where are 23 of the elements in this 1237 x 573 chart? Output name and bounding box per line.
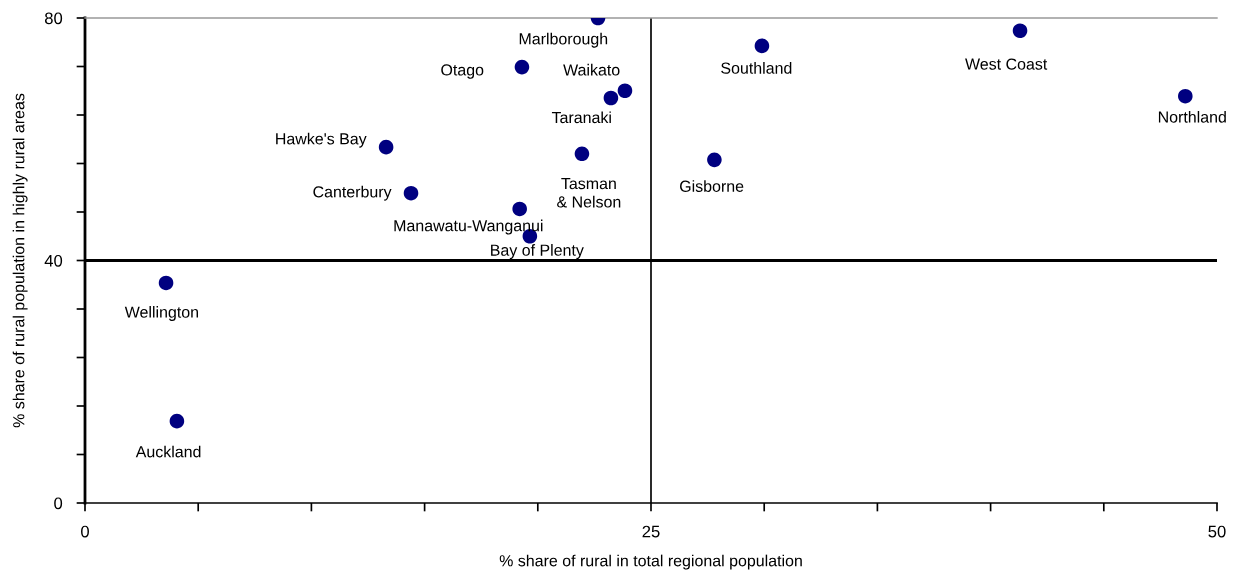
- annotation: Auckland: [135, 445, 201, 458]
- x-axis-title: % share of rural in total regional population: [499, 554, 802, 570]
- annotation: Wellington: [124, 306, 198, 321]
- annotation: Marlborough: [519, 32, 608, 48]
- annotation: West Coast: [965, 58, 1048, 70]
- annotation: Manawatu-Wanganui: [394, 219, 543, 235]
- y-axis-title: % share of rural population in highly rural areas: [12, 93, 28, 428]
- annotation: Tasman & Nelson: [557, 178, 621, 208]
- annotation: Southland: [721, 62, 792, 74]
- annotation: Hawke's Bay: [276, 132, 367, 148]
- annotation: Bay of Plenty: [491, 244, 584, 259]
- y-tick-label: 80: [44, 12, 63, 25]
- annotation: Waikato: [563, 63, 620, 76]
- annotation: Otago: [441, 64, 484, 79]
- y-tick-label: 0: [54, 497, 63, 510]
- annotation: Gisborne: [680, 180, 744, 192]
- x-tick-label: 50: [1208, 525, 1226, 538]
- x-tick-label: 25: [642, 525, 660, 538]
- annotation: Taranaki: [551, 111, 611, 124]
- x-tick-label: 0: [81, 525, 89, 538]
- annotation: Canterbury: [313, 185, 392, 201]
- annotation: Northland: [1158, 110, 1226, 123]
- y-tick-label: 40: [44, 254, 63, 267]
